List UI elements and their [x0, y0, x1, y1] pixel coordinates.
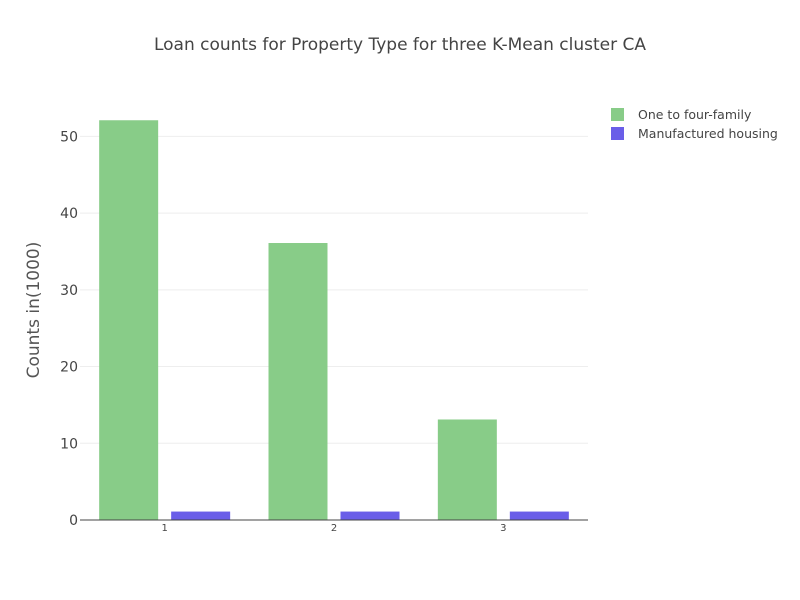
bar-one-to-four-family-1: [99, 120, 159, 520]
x-tick-label: 2: [331, 523, 337, 534]
legend-label: Manufactured housing: [638, 126, 778, 141]
bar-manufactured-housing-2: [340, 511, 400, 520]
bar-manufactured-housing-3: [509, 511, 569, 520]
bar-one-to-four-family-3: [437, 419, 497, 520]
bars: [99, 120, 569, 521]
y-tick-label: 0: [69, 513, 78, 529]
chart-title: Loan counts for Property Type for three …: [154, 35, 646, 55]
x-tick-label: 1: [161, 523, 167, 534]
bar-one-to-four-family-2: [268, 243, 328, 521]
bar-manufactured-housing-1: [171, 511, 231, 520]
gridlines: [80, 135, 588, 444]
y-tick-label: 40: [60, 206, 78, 222]
y-axis-label: Counts in(1000): [24, 242, 44, 379]
legend-label: One to four-family: [638, 107, 752, 122]
y-tick-label: 50: [60, 129, 78, 145]
y-tick-label: 20: [60, 360, 78, 376]
y-tick-label: 30: [60, 283, 78, 299]
legend: One to four-family Manufactured housing: [611, 107, 778, 141]
x-ticks: 1 2 3: [161, 523, 506, 534]
legend-swatch: [611, 108, 624, 121]
y-tick-label: 10: [60, 436, 78, 452]
x-tick-label: 3: [500, 523, 506, 534]
legend-swatch: [611, 127, 624, 140]
y-ticks: 0 10 20 30 40 50: [60, 129, 78, 529]
